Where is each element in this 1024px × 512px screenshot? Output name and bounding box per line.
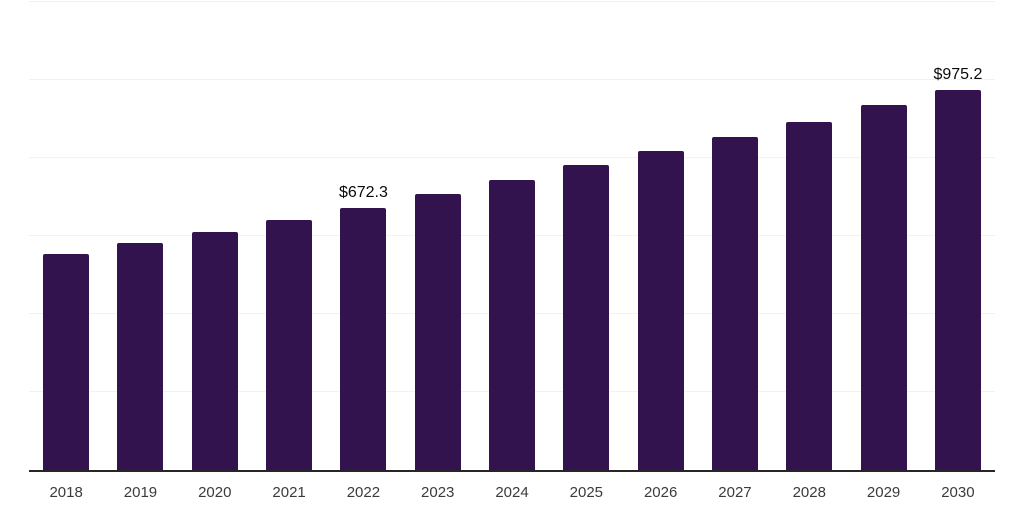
bar xyxy=(563,165,610,470)
bars-container: $672.3 $975.2 xyxy=(29,0,995,470)
x-tick-label: 2025 xyxy=(569,484,604,501)
bar xyxy=(117,242,164,470)
plot-area: $672.3 $975.2 xyxy=(29,0,995,472)
bar xyxy=(414,194,461,470)
x-tick-label: 2020 xyxy=(198,484,232,501)
x-tick-label: 2029 xyxy=(866,484,901,501)
bar xyxy=(340,208,387,470)
bar-column xyxy=(103,0,177,470)
bar xyxy=(637,150,684,470)
bar-column xyxy=(178,0,252,470)
gridline xyxy=(29,79,995,81)
bar xyxy=(860,104,907,470)
x-axis-tick-labels: 2018 2019 2020 2021 2022 2023 2024 2025 2026 2027… xyxy=(29,484,995,502)
bar-column xyxy=(624,0,698,470)
bar-column xyxy=(475,0,549,470)
bar-column xyxy=(29,0,103,470)
bar-column xyxy=(401,0,475,470)
bar-value-label: $672.3 xyxy=(338,184,388,201)
x-tick-label: 2022 xyxy=(346,484,381,501)
bar xyxy=(934,89,981,470)
x-tick-label: 2021 xyxy=(272,484,306,501)
x-tick-label: 2030 xyxy=(941,484,975,501)
bar-column xyxy=(252,0,326,470)
bar xyxy=(489,180,536,470)
bar xyxy=(711,136,758,470)
bar xyxy=(266,220,313,470)
bar xyxy=(786,121,833,470)
gridline xyxy=(29,157,995,159)
x-tick-label: 2024 xyxy=(495,484,529,501)
bar xyxy=(191,231,238,470)
x-tick-label: 2019 xyxy=(123,484,158,501)
x-tick-label: 2018 xyxy=(49,484,83,501)
bar xyxy=(43,254,90,470)
bar-column xyxy=(846,0,920,470)
x-tick-label: 2023 xyxy=(421,484,455,501)
bar-column xyxy=(698,0,772,470)
bar-value-label: $975.2 xyxy=(933,65,983,83)
bar-column xyxy=(772,0,846,470)
x-tick-label: 2028 xyxy=(792,484,826,501)
x-tick-label: 2026 xyxy=(643,484,678,501)
bar-column: $672.3 xyxy=(326,0,400,470)
x-tick-label: 2027 xyxy=(718,484,752,501)
gridline xyxy=(29,1,995,3)
bar-column xyxy=(549,0,623,470)
bar-column: $975.2 xyxy=(921,0,995,470)
